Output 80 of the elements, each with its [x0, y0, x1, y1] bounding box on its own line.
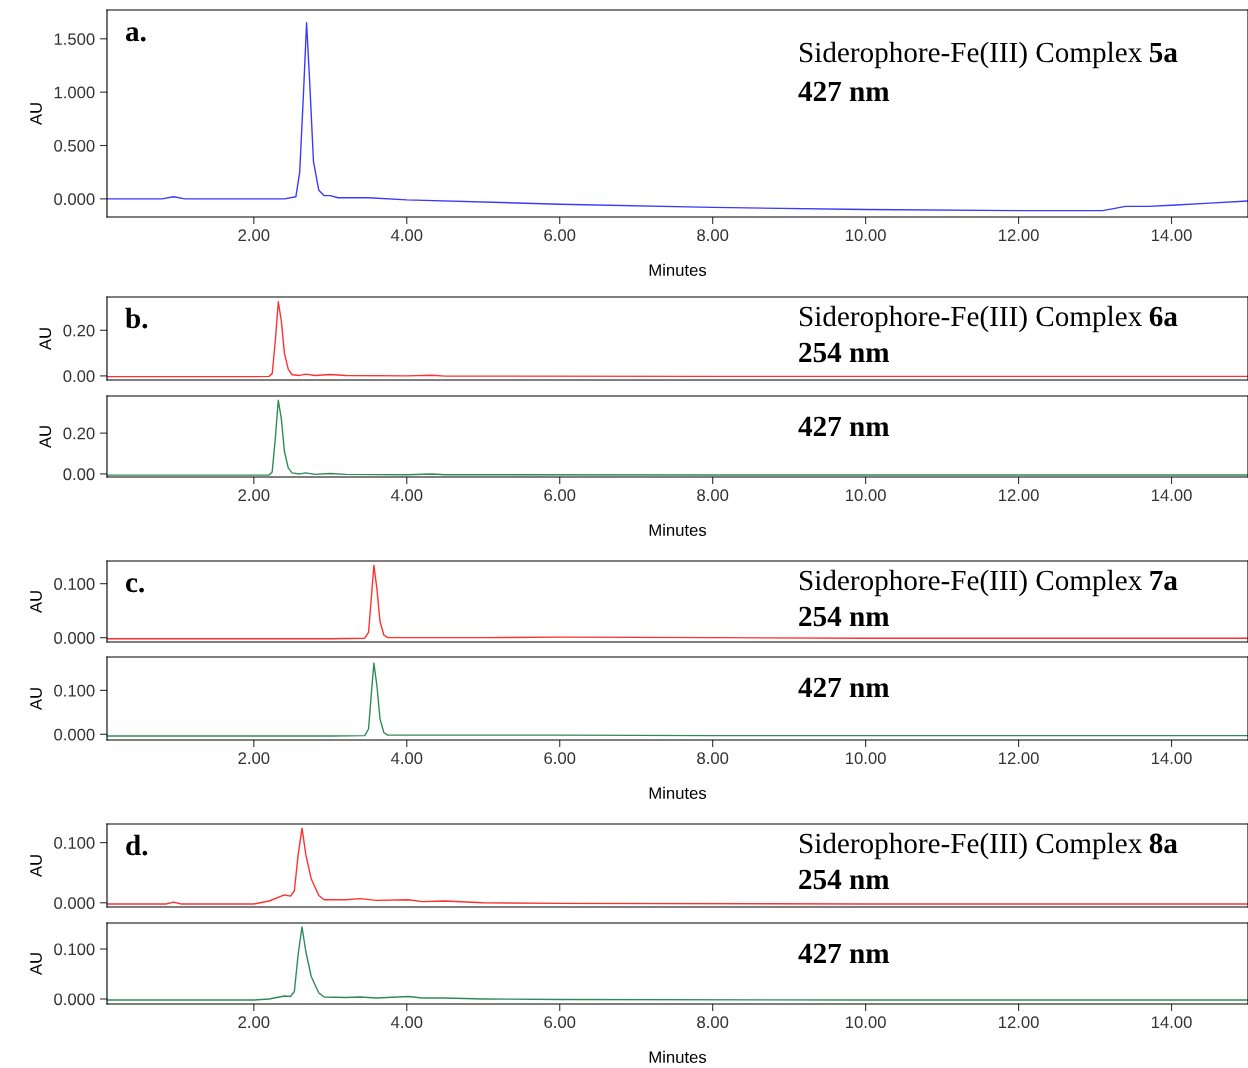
annotation: a. [125, 27, 146, 42]
y-tick-label: 0.100 [54, 837, 95, 849]
x-tick-label: 4.00 [390, 752, 423, 765]
y-tick-label: 0.100 [54, 943, 95, 956]
annotation: Siderophore-Fe(III) Complex [799, 305, 1142, 333]
x-axis-title: Minutes [649, 263, 707, 277]
x-tick-label: 14.00 [1151, 229, 1192, 242]
x-tick-label: 10.00 [846, 1016, 886, 1029]
annotation: 427 nm [798, 943, 890, 964]
y-axis-title: AU [30, 103, 42, 126]
y-axis-title: AU [39, 328, 52, 351]
y-axis-title: AU [30, 855, 42, 878]
y-tick-label: 0.000 [54, 193, 95, 206]
x-tick-label: 2.00 [238, 489, 270, 502]
line-series [107, 926, 1248, 1001]
annotation: 427 nm [798, 677, 890, 698]
y-axis-title: AU [30, 688, 42, 711]
x-axis-title: Minutes [649, 1050, 707, 1064]
annotation: 427 nm [798, 416, 890, 437]
line-series [107, 564, 1248, 640]
x-tick-label: 6.00 [544, 229, 576, 242]
x-tick-label: 6.00 [544, 1016, 576, 1029]
annotation: 8a [1149, 833, 1178, 854]
x-tick-label: 4.00 [390, 1016, 423, 1029]
y-tick-label: 1.500 [54, 33, 95, 46]
y-tick-label: 1.000 [54, 86, 95, 99]
x-tick-label: 14.00 [1151, 489, 1192, 502]
annotation: 427 nm [798, 81, 890, 102]
x-axis-title: Minutes [649, 523, 707, 537]
line-series [107, 399, 1248, 476]
x-tick-label: 6.00 [544, 489, 576, 502]
y-tick-label: 0.000 [54, 993, 95, 1006]
x-tick-label: 2.00 [238, 229, 270, 242]
annotation: Siderophore-Fe(III) Complex [799, 41, 1142, 69]
y-axis-title: AU [30, 953, 42, 976]
annotation: 254 nm [799, 342, 890, 363]
annotation: b. [125, 307, 148, 329]
y-tick-label: 0.20 [63, 427, 95, 440]
y-tick-label: 0.500 [54, 139, 95, 152]
x-tick-label: 12.00 [999, 752, 1039, 765]
x-tick-label: 12.00 [999, 1016, 1039, 1029]
x-tick-label: 10.00 [846, 229, 886, 242]
line-series [107, 827, 1248, 905]
annotation: Siderophore-Fe(III) Complex [799, 832, 1142, 860]
annotation: 6a [1149, 306, 1178, 327]
y-tick-label: 0.000 [54, 632, 95, 644]
x-tick-label: 12.00 [999, 489, 1039, 502]
y-tick-label: 0.20 [63, 324, 95, 337]
y-axis-title: AU [39, 426, 52, 449]
x-tick-label: 8.00 [697, 752, 729, 765]
x-tick-label: 4.00 [390, 489, 423, 502]
x-tick-label: 2.00 [238, 1016, 270, 1029]
x-axis-title: Minutes [649, 786, 707, 800]
line-series [107, 22, 1248, 212]
line-series [107, 662, 1248, 737]
annotation: d. [126, 834, 148, 856]
x-tick-label: 14.00 [1151, 1016, 1192, 1029]
annotation: 5a [1149, 42, 1178, 63]
y-tick-label: 0.000 [54, 897, 95, 909]
annotation: 254 nm [799, 869, 890, 890]
x-tick-label: 8.00 [697, 489, 729, 502]
annotation: 7a [1150, 570, 1178, 591]
annotation: c. [126, 578, 144, 593]
y-tick-label: 0.000 [54, 728, 95, 741]
y-tick-label: 0.00 [63, 468, 95, 481]
x-tick-label: 8.00 [697, 229, 729, 242]
y-tick-label: 0.100 [54, 684, 95, 697]
y-tick-label: 0.00 [63, 370, 95, 383]
annotation: 254 nm [799, 606, 890, 627]
x-tick-label: 2.00 [238, 752, 270, 765]
annotation: Siderophore-Fe(III) Complex [799, 569, 1142, 597]
y-tick-label: 0.100 [54, 578, 95, 590]
x-tick-label: 4.00 [390, 229, 423, 242]
x-tick-label: 10.00 [846, 489, 886, 502]
x-tick-label: 10.00 [846, 752, 886, 765]
x-tick-label: 14.00 [1151, 752, 1192, 765]
y-axis-title: AU [30, 591, 42, 614]
x-tick-label: 6.00 [544, 752, 576, 765]
x-tick-label: 8.00 [697, 1016, 729, 1029]
x-tick-label: 12.00 [999, 229, 1039, 242]
